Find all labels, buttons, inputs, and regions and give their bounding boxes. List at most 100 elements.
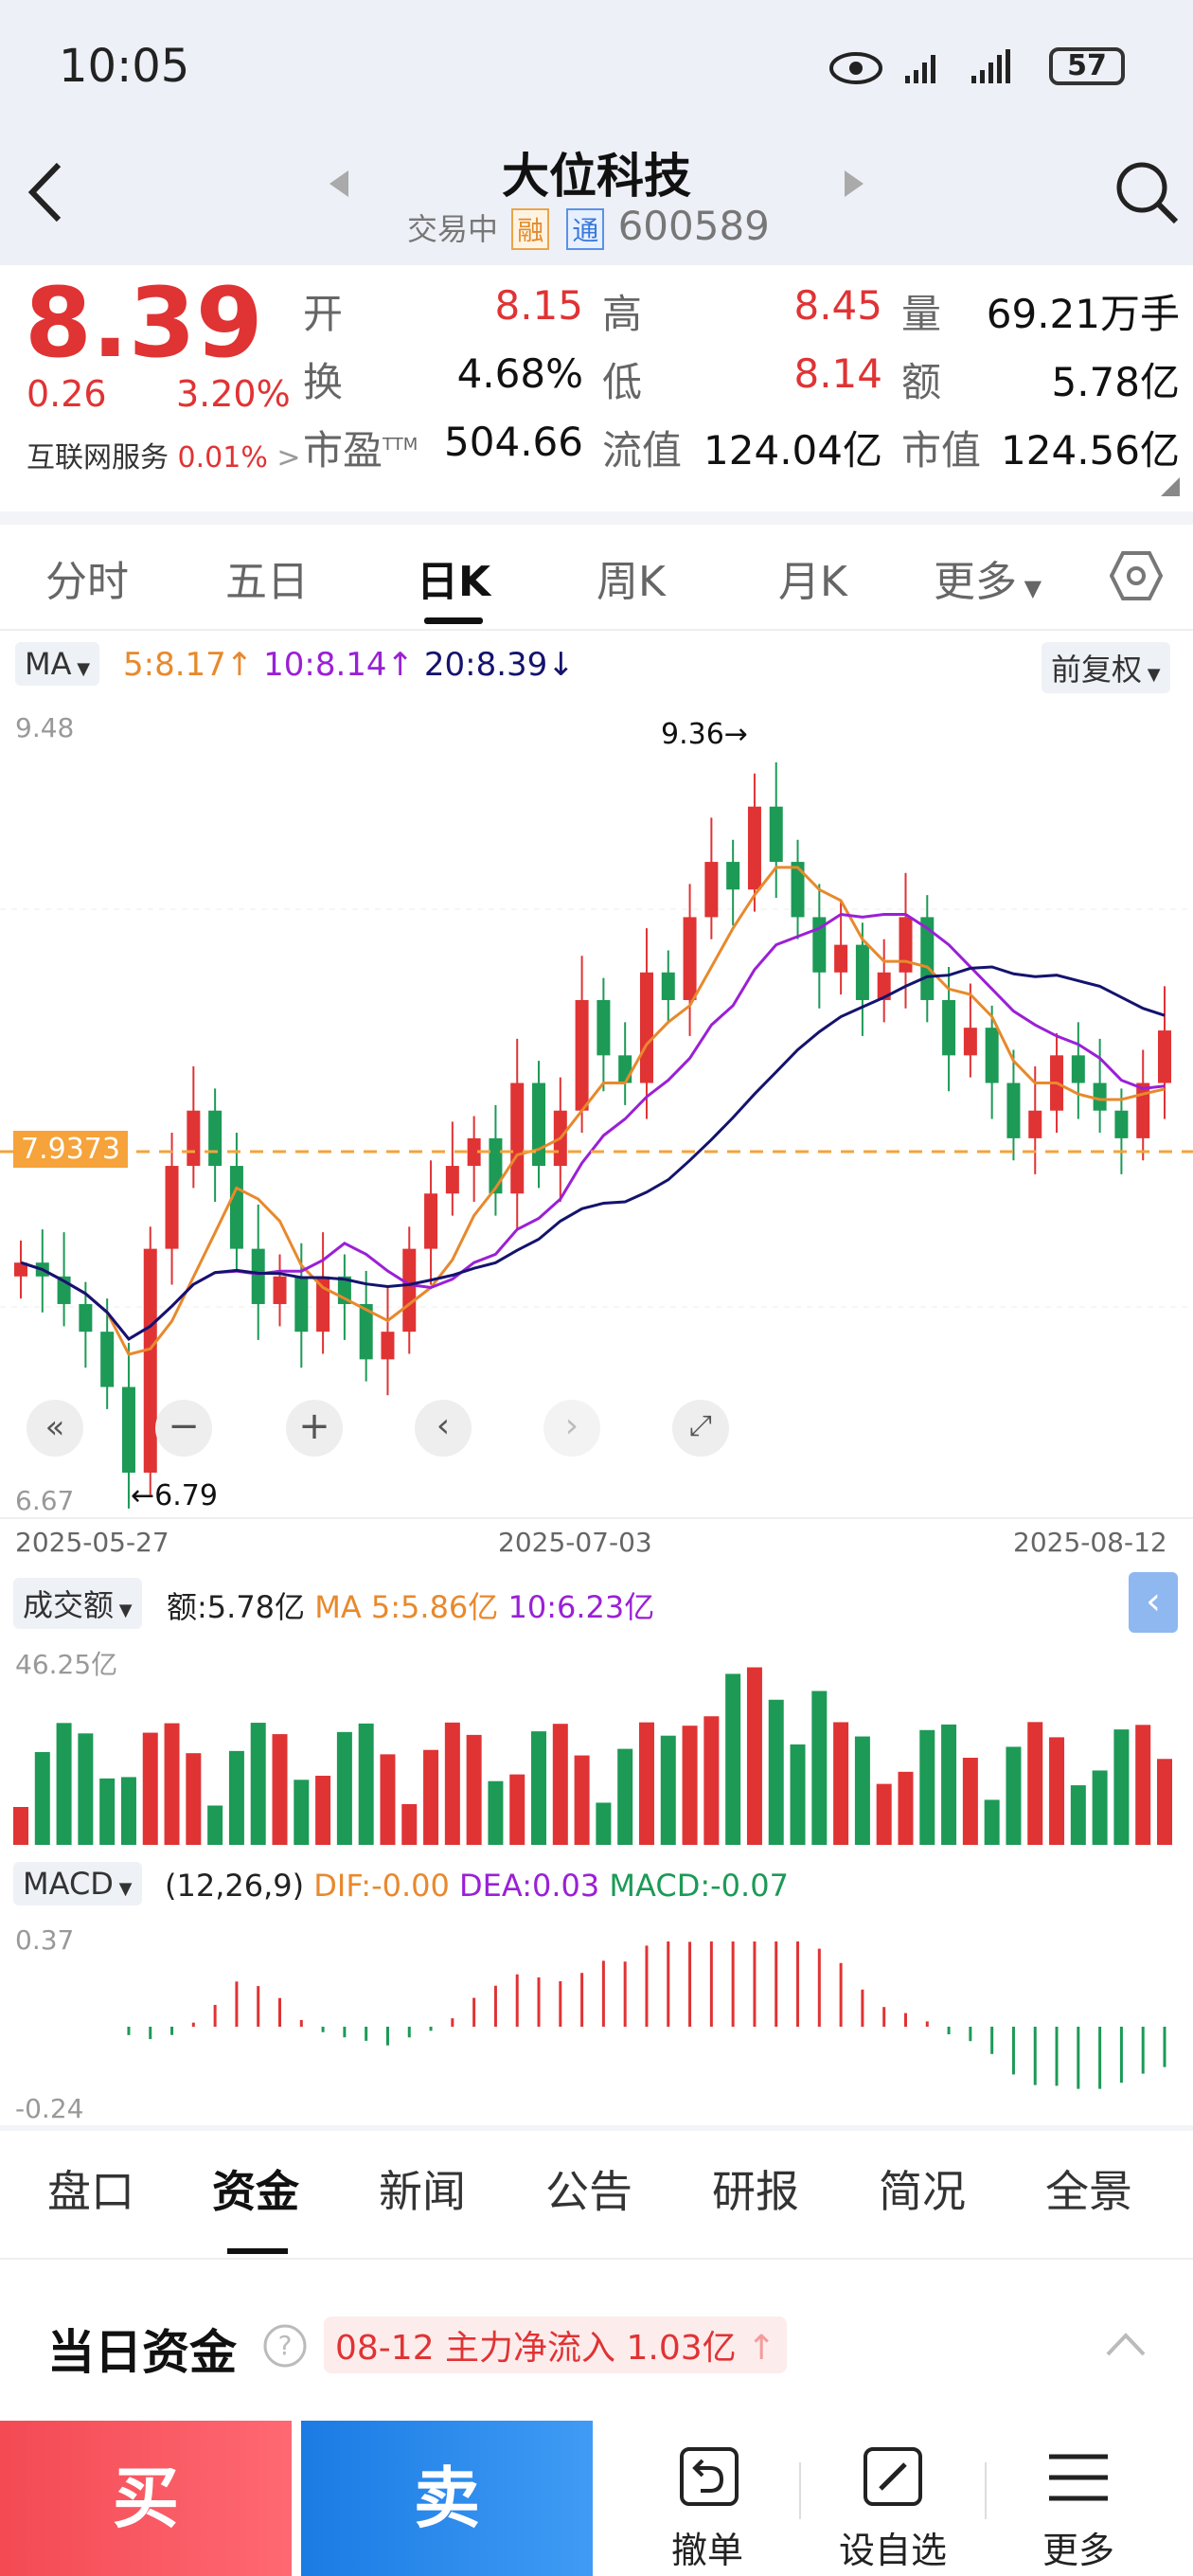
volume-label: 量 [901,291,942,337]
tab-funds[interactable]: 资金 [212,2166,299,2217]
adjust-selector[interactable]: 前复权 ▼ [1042,642,1170,693]
sell-button[interactable]: 卖 [301,2421,593,2576]
volume-bar [380,1754,396,1845]
rewind-button[interactable]: « [27,1400,83,1457]
volume-bar [768,1699,784,1845]
volume-selector[interactable]: 成交额 ▼ [13,1578,142,1629]
tab-five-day[interactable]: 五日 [225,558,309,606]
more-button[interactable]: 更多 [988,2421,1168,2576]
buy-button[interactable]: 买 [0,2421,292,2576]
volume-bar [1135,1725,1151,1845]
ma-selector-label: MA [25,646,72,682]
tab-profile[interactable]: 简况 [879,2166,966,2217]
caret-down-icon: ▼ [1142,665,1161,685]
tab-announcements[interactable]: 公告 [545,2166,632,2217]
candle-body [445,1166,459,1194]
tab-more[interactable]: 更多 ▼ [934,547,1042,608]
fund-title: 当日资金 [47,2325,237,2380]
zoom-in-button[interactable]: + [286,1400,343,1457]
zoom-out-button[interactable]: − [155,1400,212,1457]
mcap-label: 市值 [901,427,982,474]
ma-selector[interactable]: MA ▼ [15,642,100,686]
volume-selector-label: 成交额 [23,1587,115,1623]
candle-body [942,999,956,1056]
tab-weekly-k[interactable]: 周K [596,558,666,606]
divider [985,2462,987,2519]
volume-bar [552,1724,568,1845]
candle-body [14,1262,27,1277]
tab-intraday[interactable]: 分时 [45,558,129,606]
tab-news[interactable]: 新闻 [379,2166,466,2217]
volume-bar [660,1735,676,1845]
candle-body [855,944,869,1000]
macd-chart[interactable] [0,1913,1193,2131]
volume-bar [1049,1737,1065,1845]
candle-body [704,862,719,918]
candle-body [381,1332,395,1360]
tab-monthly-k[interactable]: 月K [778,558,847,606]
stock-subline: 交易中 融 通 600589 [407,203,770,250]
fullscreen-button[interactable]: ⤢ [672,1400,729,1457]
ma-values: 5:8.17↑ 10:8.14↑ 20:8.39↓ [123,646,575,684]
cancel-order-button[interactable]: 撤单 [617,2421,797,2576]
tab-overview[interactable]: 全景 [1045,2166,1132,2217]
status-time: 10:05 [59,40,190,93]
signal-icons [829,49,1010,84]
chevron-up-icon[interactable] [1102,2328,1149,2360]
candle-body [834,944,848,973]
volume-bar [984,1799,1000,1845]
y-bottom-label: 6.67 [15,1485,75,1516]
tab-orderbook[interactable]: 盘口 [47,2166,134,2217]
collapse-panel-button[interactable]: ‹ [1129,1572,1178,1633]
tab-reports[interactable]: 研报 [712,2166,799,2217]
settings-hex-icon[interactable] [1110,549,1163,602]
add-watchlist-button[interactable]: 设自选 [803,2421,983,2576]
candle-body [143,1248,157,1473]
ma20-text: 20:8.39 [423,646,548,684]
volume-bar [811,1690,828,1845]
volume-bar [272,1734,288,1845]
candle-body [79,1303,93,1333]
divider [0,1517,1193,1519]
volume-bar [1113,1729,1130,1845]
macd-selector[interactable]: MACD ▼ [13,1862,142,1905]
back-icon[interactable] [23,159,70,225]
volume-bar [294,1780,310,1845]
candle-body [294,1276,309,1333]
cancel-order-label: 撤单 [670,2530,743,2571]
y-top-label: 9.48 [15,712,75,743]
candle-body [1093,1082,1107,1111]
sector-link[interactable]: 互联网服务 0.01% > [27,434,301,475]
next-stock-icon[interactable] [839,167,867,201]
macd-dif: DIF:-0.00 [313,1868,450,1904]
svg-text:?: ? [278,2330,293,2361]
volume-ma5: MA 5:5.86亿 [314,1589,499,1625]
caret-down-icon: ▼ [114,1601,133,1620]
help-icon[interactable]: ? [261,2322,309,2370]
pe-label-text: 市盈 [303,427,383,474]
expand-corner-icon[interactable] [1161,477,1180,496]
macd-dea: DEA:0.03 [459,1868,600,1904]
adjust-label: 前复权 [1051,652,1143,688]
prev-stock-icon[interactable] [326,167,354,201]
amount-label: 额 [901,359,942,405]
volume-bar [854,1736,870,1845]
search-icon[interactable] [1113,159,1180,225]
open-value: 8.15 [494,282,583,329]
volume-bar [833,1722,849,1845]
candle-body [877,972,891,1000]
macd-y-top: 0.37 [15,1924,75,1956]
candle-body [1006,1082,1021,1138]
pe-label: 市盈TTM [303,419,418,476]
kline-chart[interactable] [0,701,1193,1525]
candle-body [985,1028,999,1083]
tab-daily-k[interactable]: 日K [417,558,491,606]
sector-pct: 0.01% [177,441,268,474]
divider [0,2258,1193,2260]
next-bar-button[interactable]: › [543,1400,600,1457]
volume-values: 额:5.78亿 MA 5:5.86亿 10:6.23亿 [167,1583,654,1627]
last-price: 8.39 [25,267,263,380]
prev-bar-button[interactable]: ‹ [415,1400,472,1457]
volume-chart[interactable] [0,1629,1193,1847]
ma20-value: 20:8.39↓ [423,646,575,684]
